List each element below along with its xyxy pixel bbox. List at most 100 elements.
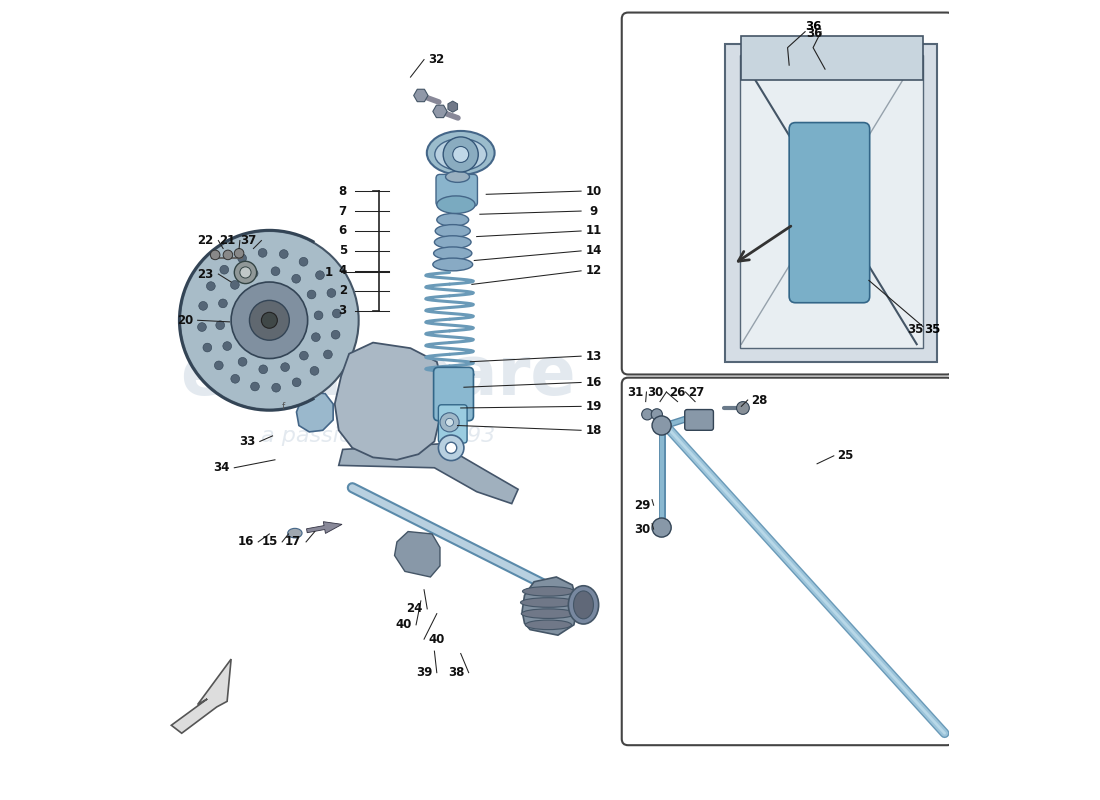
Circle shape [238,254,246,262]
Circle shape [220,266,229,274]
Ellipse shape [427,131,495,174]
Text: 36: 36 [806,26,823,40]
Circle shape [251,382,260,391]
Polygon shape [297,392,333,432]
Text: 40: 40 [429,633,446,646]
Circle shape [239,358,248,366]
Circle shape [652,416,671,435]
Circle shape [272,383,280,392]
Text: 35: 35 [924,323,940,336]
Circle shape [453,146,469,162]
Text: 30: 30 [647,386,663,398]
FancyBboxPatch shape [725,45,937,362]
Circle shape [331,330,340,339]
Text: 10: 10 [585,185,602,198]
Circle shape [231,281,239,290]
Circle shape [327,289,336,298]
Text: 5: 5 [339,245,346,258]
Text: 22: 22 [198,234,213,247]
Circle shape [439,435,464,461]
Circle shape [258,365,267,374]
Text: 1: 1 [324,266,332,279]
FancyBboxPatch shape [789,122,870,302]
Text: 20: 20 [177,314,192,326]
Text: 30: 30 [635,522,650,536]
Polygon shape [339,444,518,504]
Text: 16: 16 [585,376,602,389]
Ellipse shape [432,258,473,271]
Circle shape [223,342,232,350]
Circle shape [231,374,240,383]
Text: 29: 29 [635,498,651,512]
Text: 8: 8 [339,185,346,198]
Text: 40: 40 [395,618,411,631]
Circle shape [280,362,289,371]
Circle shape [262,312,277,328]
Ellipse shape [526,620,572,630]
Text: 7: 7 [339,205,346,218]
FancyBboxPatch shape [436,174,477,206]
Circle shape [315,311,323,320]
Circle shape [258,249,267,258]
Circle shape [323,350,332,359]
Text: 14: 14 [585,245,602,258]
Text: 34: 34 [213,462,230,474]
Text: 35: 35 [906,323,923,336]
Text: 26: 26 [670,386,685,398]
FancyBboxPatch shape [741,36,923,79]
Circle shape [198,322,207,331]
Text: 17: 17 [285,535,301,549]
Text: 28: 28 [750,394,767,406]
Polygon shape [522,577,578,635]
FancyBboxPatch shape [621,378,954,745]
Ellipse shape [569,586,598,624]
Circle shape [299,351,308,360]
Text: 23: 23 [198,267,213,281]
Ellipse shape [446,171,470,182]
Circle shape [652,518,671,537]
Circle shape [223,250,233,260]
Text: 12: 12 [585,264,602,278]
Polygon shape [294,253,341,392]
Text: 36: 36 [805,21,822,34]
Circle shape [240,267,251,278]
Circle shape [307,290,316,299]
Polygon shape [172,659,231,734]
Circle shape [214,361,223,370]
Circle shape [219,299,228,308]
Circle shape [250,269,258,278]
Text: 39: 39 [416,666,432,679]
Ellipse shape [573,591,593,619]
Circle shape [180,231,359,410]
Circle shape [207,282,216,290]
Circle shape [299,258,308,266]
Polygon shape [334,342,444,460]
Circle shape [234,249,244,258]
Circle shape [231,282,308,358]
Text: 9: 9 [590,205,598,218]
Text: 11: 11 [585,225,602,238]
Ellipse shape [437,214,469,226]
Text: 18: 18 [585,424,602,437]
Ellipse shape [437,196,475,214]
Text: 31: 31 [627,386,644,398]
Text: 13: 13 [585,350,602,362]
Circle shape [293,378,301,386]
FancyArrow shape [307,522,342,534]
Ellipse shape [520,598,576,607]
FancyBboxPatch shape [439,405,468,443]
Circle shape [292,274,300,283]
Circle shape [310,366,319,375]
Text: 4: 4 [339,264,346,278]
Circle shape [641,409,652,420]
Circle shape [651,409,662,420]
Ellipse shape [434,236,471,249]
Circle shape [737,402,749,414]
Text: 24: 24 [406,602,422,615]
Text: 21: 21 [219,234,235,247]
Circle shape [271,267,279,276]
Ellipse shape [433,247,472,260]
Ellipse shape [436,225,471,238]
Circle shape [234,262,256,284]
Text: 37: 37 [241,234,256,247]
